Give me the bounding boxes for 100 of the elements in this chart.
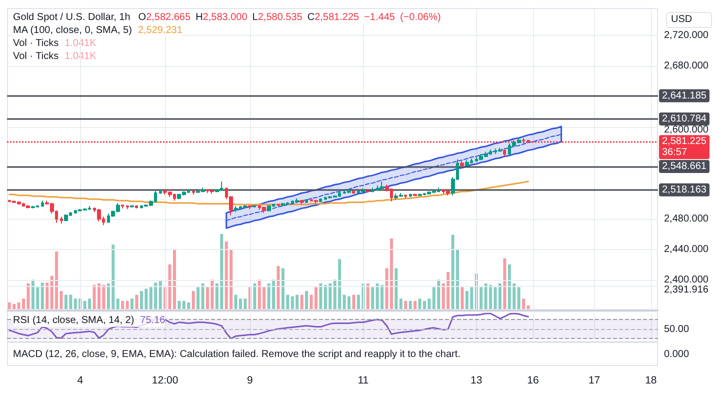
candlestick <box>446 190 450 196</box>
bar <box>196 287 200 310</box>
annotation: RSI (14, close, SMA, 14, 2) 75.16 <box>13 315 166 326</box>
candlestick <box>192 190 195 196</box>
candlestick <box>253 204 256 208</box>
ref-line-label: 2,518.163 <box>662 184 707 196</box>
y-tick-label: 2,720.000 <box>664 30 709 42</box>
text: 0.000 <box>664 349 690 360</box>
bar <box>517 287 520 310</box>
candlestick <box>295 198 299 203</box>
chart-title: Gold Spot / U.S. Dollar, 1h <box>13 12 130 23</box>
bar <box>305 291 308 310</box>
candlestick <box>460 160 464 168</box>
bar <box>116 298 120 310</box>
candlestick <box>498 147 502 152</box>
bar <box>503 258 506 310</box>
candlestick <box>210 189 214 194</box>
bar <box>366 283 370 310</box>
ref-line-label: 2,548.661 <box>662 161 707 172</box>
x-tick-label: 18 <box>645 374 657 386</box>
candlestick <box>314 199 318 204</box>
bar <box>522 298 526 310</box>
candlestick <box>418 193 422 197</box>
candlestick <box>300 199 304 205</box>
bar <box>460 287 464 310</box>
bar <box>394 268 398 310</box>
y-tick-label: 2,400.000 <box>664 274 709 286</box>
candlestick <box>281 202 285 207</box>
bar <box>60 291 63 310</box>
ref-line-label: 2,610.784 <box>662 114 707 125</box>
bar <box>319 283 322 310</box>
candlestick <box>126 204 129 210</box>
annotation: Vol · Ticks 1.041K <box>13 38 96 49</box>
bar <box>253 283 256 310</box>
text: O2,582.665 H2,583.000 L2,580.535 C2,581.225 −1.445 (−0.06%) <box>138 12 441 23</box>
bar <box>399 298 402 310</box>
candlestick <box>409 193 412 198</box>
candlestick <box>413 193 417 197</box>
bar <box>130 298 134 310</box>
y-tick-label: 2,600.000 <box>664 124 709 136</box>
bar <box>172 249 176 310</box>
bar <box>371 287 374 310</box>
bar <box>352 294 356 310</box>
x-tick-label: 9 <box>247 374 254 386</box>
candlestick <box>503 148 506 157</box>
candlestick <box>305 198 308 204</box>
text: 50.00 <box>664 324 690 335</box>
bar <box>46 282 49 310</box>
annotation: Vol · Ticks 1.041K <box>13 51 96 62</box>
bar <box>40 282 44 310</box>
y-tick-label: 2,680.000 <box>664 60 709 72</box>
bar <box>300 294 304 310</box>
line-series <box>8 180 530 206</box>
bar <box>276 266 280 310</box>
candlestick <box>64 214 68 222</box>
ref-line-label: 2,581.225 36:57 <box>662 136 707 158</box>
annotation: MA (100, close, 0, SMA, 5) 2,529.231 <box>13 25 182 36</box>
bar <box>498 283 502 310</box>
x-tick-label: 16 <box>527 374 539 386</box>
candlestick <box>135 204 138 209</box>
candlestick <box>60 216 63 224</box>
y-tick-label: 2,440.000 <box>664 244 709 256</box>
line-series <box>226 134 562 222</box>
x-tick-label: 4 <box>77 374 84 386</box>
bar <box>201 283 204 310</box>
bar <box>158 281 162 310</box>
y-tick-label: 2,480.000 <box>664 214 709 225</box>
candlestick <box>404 194 407 199</box>
candlestick <box>347 188 351 194</box>
candlestick <box>31 206 35 209</box>
candlestick <box>26 204 30 209</box>
y-tick-label: 2,391.916 <box>664 284 709 296</box>
candlestick <box>267 204 271 212</box>
candlestick <box>380 181 384 190</box>
candlestick <box>248 204 252 210</box>
y-axis-title: USD <box>666 12 712 28</box>
bar <box>192 291 195 310</box>
candlestick <box>234 206 238 213</box>
bar <box>390 238 393 310</box>
x-tick-label: 17 <box>588 374 600 386</box>
candlestick <box>371 187 374 193</box>
candlestick <box>243 204 247 208</box>
candlestick <box>366 189 370 193</box>
candlestick <box>262 206 266 214</box>
candlestick <box>465 160 469 167</box>
bar <box>135 294 138 310</box>
candlestick <box>130 204 134 208</box>
ref-line-label: 2,641.185 <box>662 90 707 102</box>
candlestick <box>352 190 355 194</box>
x-tick-label: 13 <box>470 374 482 386</box>
candlestick <box>41 200 44 208</box>
x-tick-label: 11 <box>358 374 369 386</box>
candlestick <box>361 188 365 193</box>
text: MACD (12, 26, close, 9, EMA, EMA): Calculation failed. Remove the script and reapply it to the chart. <box>13 349 460 360</box>
candlestick <box>159 188 162 194</box>
x-tick-label: 12:00 <box>152 374 178 386</box>
candlestick <box>121 204 124 209</box>
bar <box>314 287 318 310</box>
candlestick <box>277 203 280 207</box>
candlestick <box>97 208 101 222</box>
